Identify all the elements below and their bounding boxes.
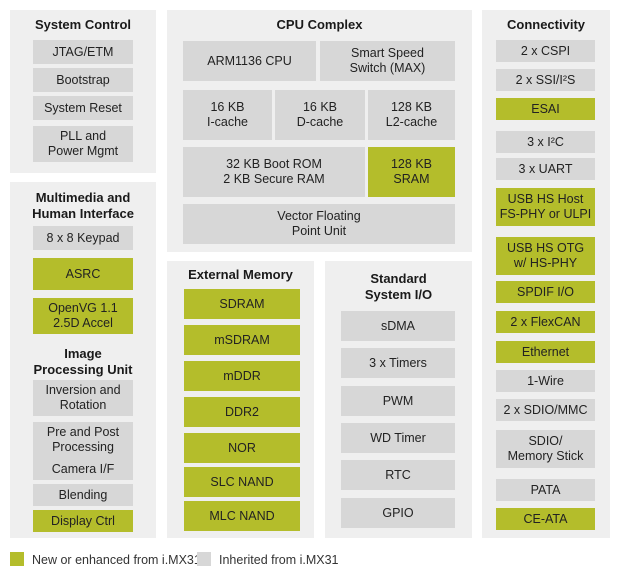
block-pata: PATA <box>496 479 595 501</box>
multimedia-panel: Multimedia and Human Interface 8 x 8 Key… <box>10 182 156 538</box>
block-blending: Blending <box>33 484 133 506</box>
block-slc-nand: SLC NAND <box>184 467 300 497</box>
block-cspi: 2 x CSPI <box>496 40 595 62</box>
block-keypad: 8 x 8 Keypad <box>33 226 133 250</box>
block-ce-ata: CE-ATA <box>496 508 595 530</box>
block-usb-hs-host: USB HS Host FS-PHY or ULPI <box>496 188 595 226</box>
block-nor: NOR <box>184 433 300 463</box>
block-openvg: OpenVG 1.1 2.5D Accel <box>33 298 133 334</box>
block-flexcan: 2 x FlexCAN <box>496 311 595 333</box>
block-sdio-mmc: 2 x SDIO/MMC <box>496 399 595 421</box>
block-i2c: 3 x I²C <box>496 131 595 153</box>
block-sdma: sDMA <box>341 311 455 341</box>
block-ethernet: Ethernet <box>496 341 595 363</box>
block-pre-post-processing: Pre and Post Processing <box>33 422 133 458</box>
block-pwm: PWM <box>341 386 455 416</box>
block-system-reset: System Reset <box>33 96 133 120</box>
block-sram: 128 KB SRAM <box>368 147 455 197</box>
block-gpio: GPIO <box>341 498 455 528</box>
block-i-cache: 16 KB I-cache <box>183 90 272 140</box>
block-sdram: SDRAM <box>184 289 300 319</box>
block-mlc-nand: MLC NAND <box>184 501 300 531</box>
block-l2-cache: 128 KB L2-cache <box>368 90 455 140</box>
block-msdram: mSDRAM <box>184 325 300 355</box>
block-bootstrap: Bootstrap <box>33 68 133 92</box>
standard-io-panel: Standard System I/O sDMA 3 x Timers PWM … <box>325 261 472 538</box>
system-control-panel: System Control JTAG/ETM Bootstrap System… <box>10 10 156 173</box>
block-smart-speed-switch: Smart Speed Switch (MAX) <box>320 41 455 81</box>
cpu-complex-panel: CPU Complex ARM1136 CPU Smart Speed Swit… <box>167 10 472 252</box>
multimedia-title: Multimedia and Human Interface <box>32 190 134 221</box>
block-wd-timer: WD Timer <box>341 423 455 453</box>
block-camera-if: Camera I/F <box>33 458 133 480</box>
block-ssi-i2s: 2 x SSI/I²S <box>496 69 595 91</box>
block-usb-hs-otg: USB HS OTG w/ HS-PHY <box>496 237 595 275</box>
block-pll-power-mgmt: PLL and Power Mgmt <box>33 126 133 162</box>
block-sdio-memory-stick: SDIO/ Memory Stick <box>496 430 595 468</box>
block-1-wire: 1-Wire <box>496 370 595 392</box>
block-arm1136-cpu: ARM1136 CPU <box>183 41 316 81</box>
legend-inherited-label: Inherited from i.MX31 <box>219 553 339 567</box>
block-esai: ESAI <box>496 98 595 120</box>
system-control-title: System Control <box>34 17 132 32</box>
cpu-complex-title: CPU Complex <box>276 17 363 32</box>
legend-inherited-swatch <box>197 552 211 566</box>
block-asrc: ASRC <box>33 258 133 290</box>
block-mddr: mDDR <box>184 361 300 391</box>
block-display-ctrl: Display Ctrl <box>33 510 133 532</box>
ipu-title: Image Processing Unit <box>33 346 133 377</box>
legend-new-label: New or enhanced from i.MX31 <box>32 553 201 567</box>
block-ddr2: DDR2 <box>184 397 300 427</box>
standard-io-title: Standard System I/O <box>364 271 433 302</box>
external-memory-panel: External Memory SDRAM mSDRAM mDDR DDR2 N… <box>167 261 314 538</box>
block-boot-rom-secure-ram: 32 KB Boot ROM 2 KB Secure RAM <box>183 147 365 197</box>
block-jtag-etm: JTAG/ETM <box>33 40 133 64</box>
connectivity-panel: Connectivity 2 x CSPI 2 x SSI/I²S ESAI 3… <box>482 10 610 538</box>
block-d-cache: 16 KB D-cache <box>275 90 365 140</box>
external-memory-title: External Memory <box>188 267 293 282</box>
connectivity-title: Connectivity <box>506 17 585 32</box>
block-rtc: RTC <box>341 460 455 490</box>
block-spdif: SPDIF I/O <box>496 281 595 303</box>
block-timers: 3 x Timers <box>341 348 455 378</box>
block-inversion-rotation: Inversion and Rotation <box>33 380 133 416</box>
legend-new-swatch <box>10 552 24 566</box>
block-vector-floating-point: Vector Floating Point Unit <box>183 204 455 244</box>
block-uart: 3 x UART <box>496 158 595 180</box>
